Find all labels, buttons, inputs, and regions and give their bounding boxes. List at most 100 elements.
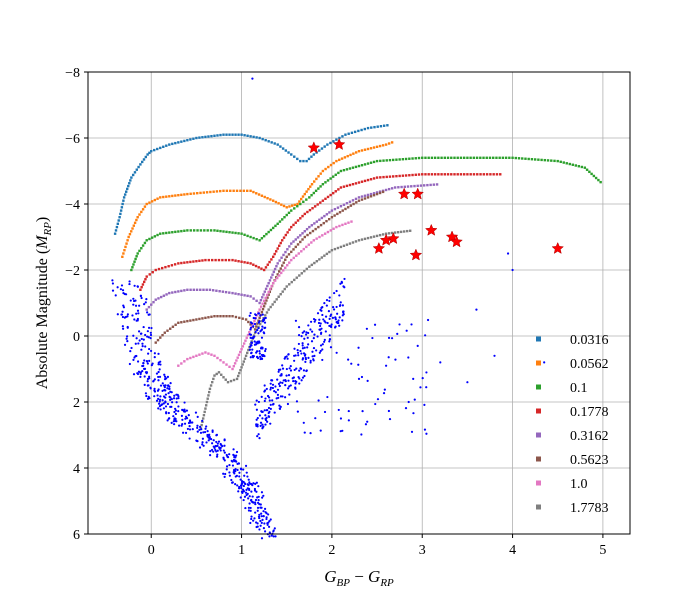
track-point <box>164 265 167 269</box>
track-point <box>279 145 282 148</box>
observed-star <box>231 464 235 467</box>
observed-star <box>226 456 230 459</box>
track-point <box>177 230 180 233</box>
track-point <box>168 143 171 146</box>
track-point <box>459 156 463 159</box>
track-point <box>238 316 241 320</box>
observed-star <box>138 339 141 342</box>
track-point <box>440 173 443 176</box>
track-point <box>255 299 258 302</box>
observed-star <box>321 306 324 309</box>
observed-star <box>289 364 292 368</box>
track-point <box>205 191 209 194</box>
observed-star <box>159 384 163 387</box>
observed-star <box>182 410 186 413</box>
observed-star <box>279 374 282 377</box>
observed-star <box>198 425 202 428</box>
observed-star <box>257 341 260 344</box>
observed-star <box>216 453 219 456</box>
track-point <box>382 124 386 127</box>
track-point <box>310 183 314 186</box>
track-point <box>363 237 367 241</box>
observed-star <box>284 396 287 399</box>
track-point <box>156 147 159 151</box>
observed-star <box>234 456 237 459</box>
track-point <box>310 155 313 158</box>
track-point <box>283 287 286 291</box>
observed-star <box>169 390 172 393</box>
observed-star <box>249 326 253 329</box>
observed-star <box>274 385 277 388</box>
observed-star <box>149 387 152 390</box>
track-point <box>232 364 236 368</box>
track-point <box>266 284 269 288</box>
observed-star <box>243 495 247 498</box>
track-point <box>240 348 243 351</box>
track-point <box>195 136 198 140</box>
track-point <box>201 136 204 139</box>
track-point <box>379 125 383 128</box>
track-point <box>213 354 216 357</box>
observed-star <box>148 347 151 351</box>
track-point <box>124 245 127 249</box>
track-point <box>338 158 341 162</box>
track-point <box>402 230 406 233</box>
track-point <box>311 207 314 210</box>
x-tick-label: 1 <box>238 543 245 558</box>
track-point <box>293 278 296 282</box>
observed-star <box>145 360 149 363</box>
observed-star <box>309 328 312 331</box>
track-point <box>387 142 391 145</box>
track-point <box>281 264 284 267</box>
observed-star <box>164 405 168 408</box>
observed-star <box>262 510 265 513</box>
observed-star <box>249 345 252 348</box>
track-point <box>121 202 124 206</box>
track-point <box>476 173 479 176</box>
track-point <box>208 288 212 291</box>
track-point <box>217 258 221 262</box>
observed-star <box>259 421 263 424</box>
observed-star <box>250 351 253 355</box>
observed-star <box>158 368 161 371</box>
observed-star <box>175 397 178 400</box>
track-point <box>153 198 157 202</box>
track-point <box>354 240 358 243</box>
track-point <box>273 279 277 282</box>
track-point <box>315 220 319 223</box>
track-point <box>282 269 285 272</box>
observed-star <box>274 391 277 394</box>
observed-star <box>199 431 203 434</box>
observed-star <box>302 352 306 355</box>
observed-star <box>294 319 298 322</box>
observed-star <box>157 407 160 410</box>
observed-star <box>121 325 124 328</box>
observed-star <box>254 403 257 406</box>
track-point <box>302 159 305 163</box>
track-point <box>294 238 297 241</box>
legend-entry: 0.3162 <box>536 429 609 444</box>
track-point <box>328 211 331 214</box>
track-point <box>357 164 361 168</box>
track-point <box>325 213 329 216</box>
track-point <box>265 299 268 302</box>
highlighted-star <box>445 230 459 243</box>
track-point <box>375 192 379 196</box>
observed-star <box>166 384 170 387</box>
observed-star <box>253 489 257 492</box>
observed-star <box>309 320 313 323</box>
track-point <box>524 157 527 160</box>
track-point <box>139 163 142 166</box>
track-point <box>385 159 388 162</box>
observed-star <box>326 321 329 325</box>
track-point <box>183 289 186 292</box>
track-point <box>211 258 214 262</box>
track-point <box>174 323 177 326</box>
track-point <box>317 225 320 229</box>
observed-star <box>254 482 257 485</box>
observed-star <box>357 377 361 380</box>
track-point <box>594 176 598 180</box>
observed-star <box>382 391 386 395</box>
track-point <box>315 177 318 181</box>
observed-star <box>120 284 124 287</box>
